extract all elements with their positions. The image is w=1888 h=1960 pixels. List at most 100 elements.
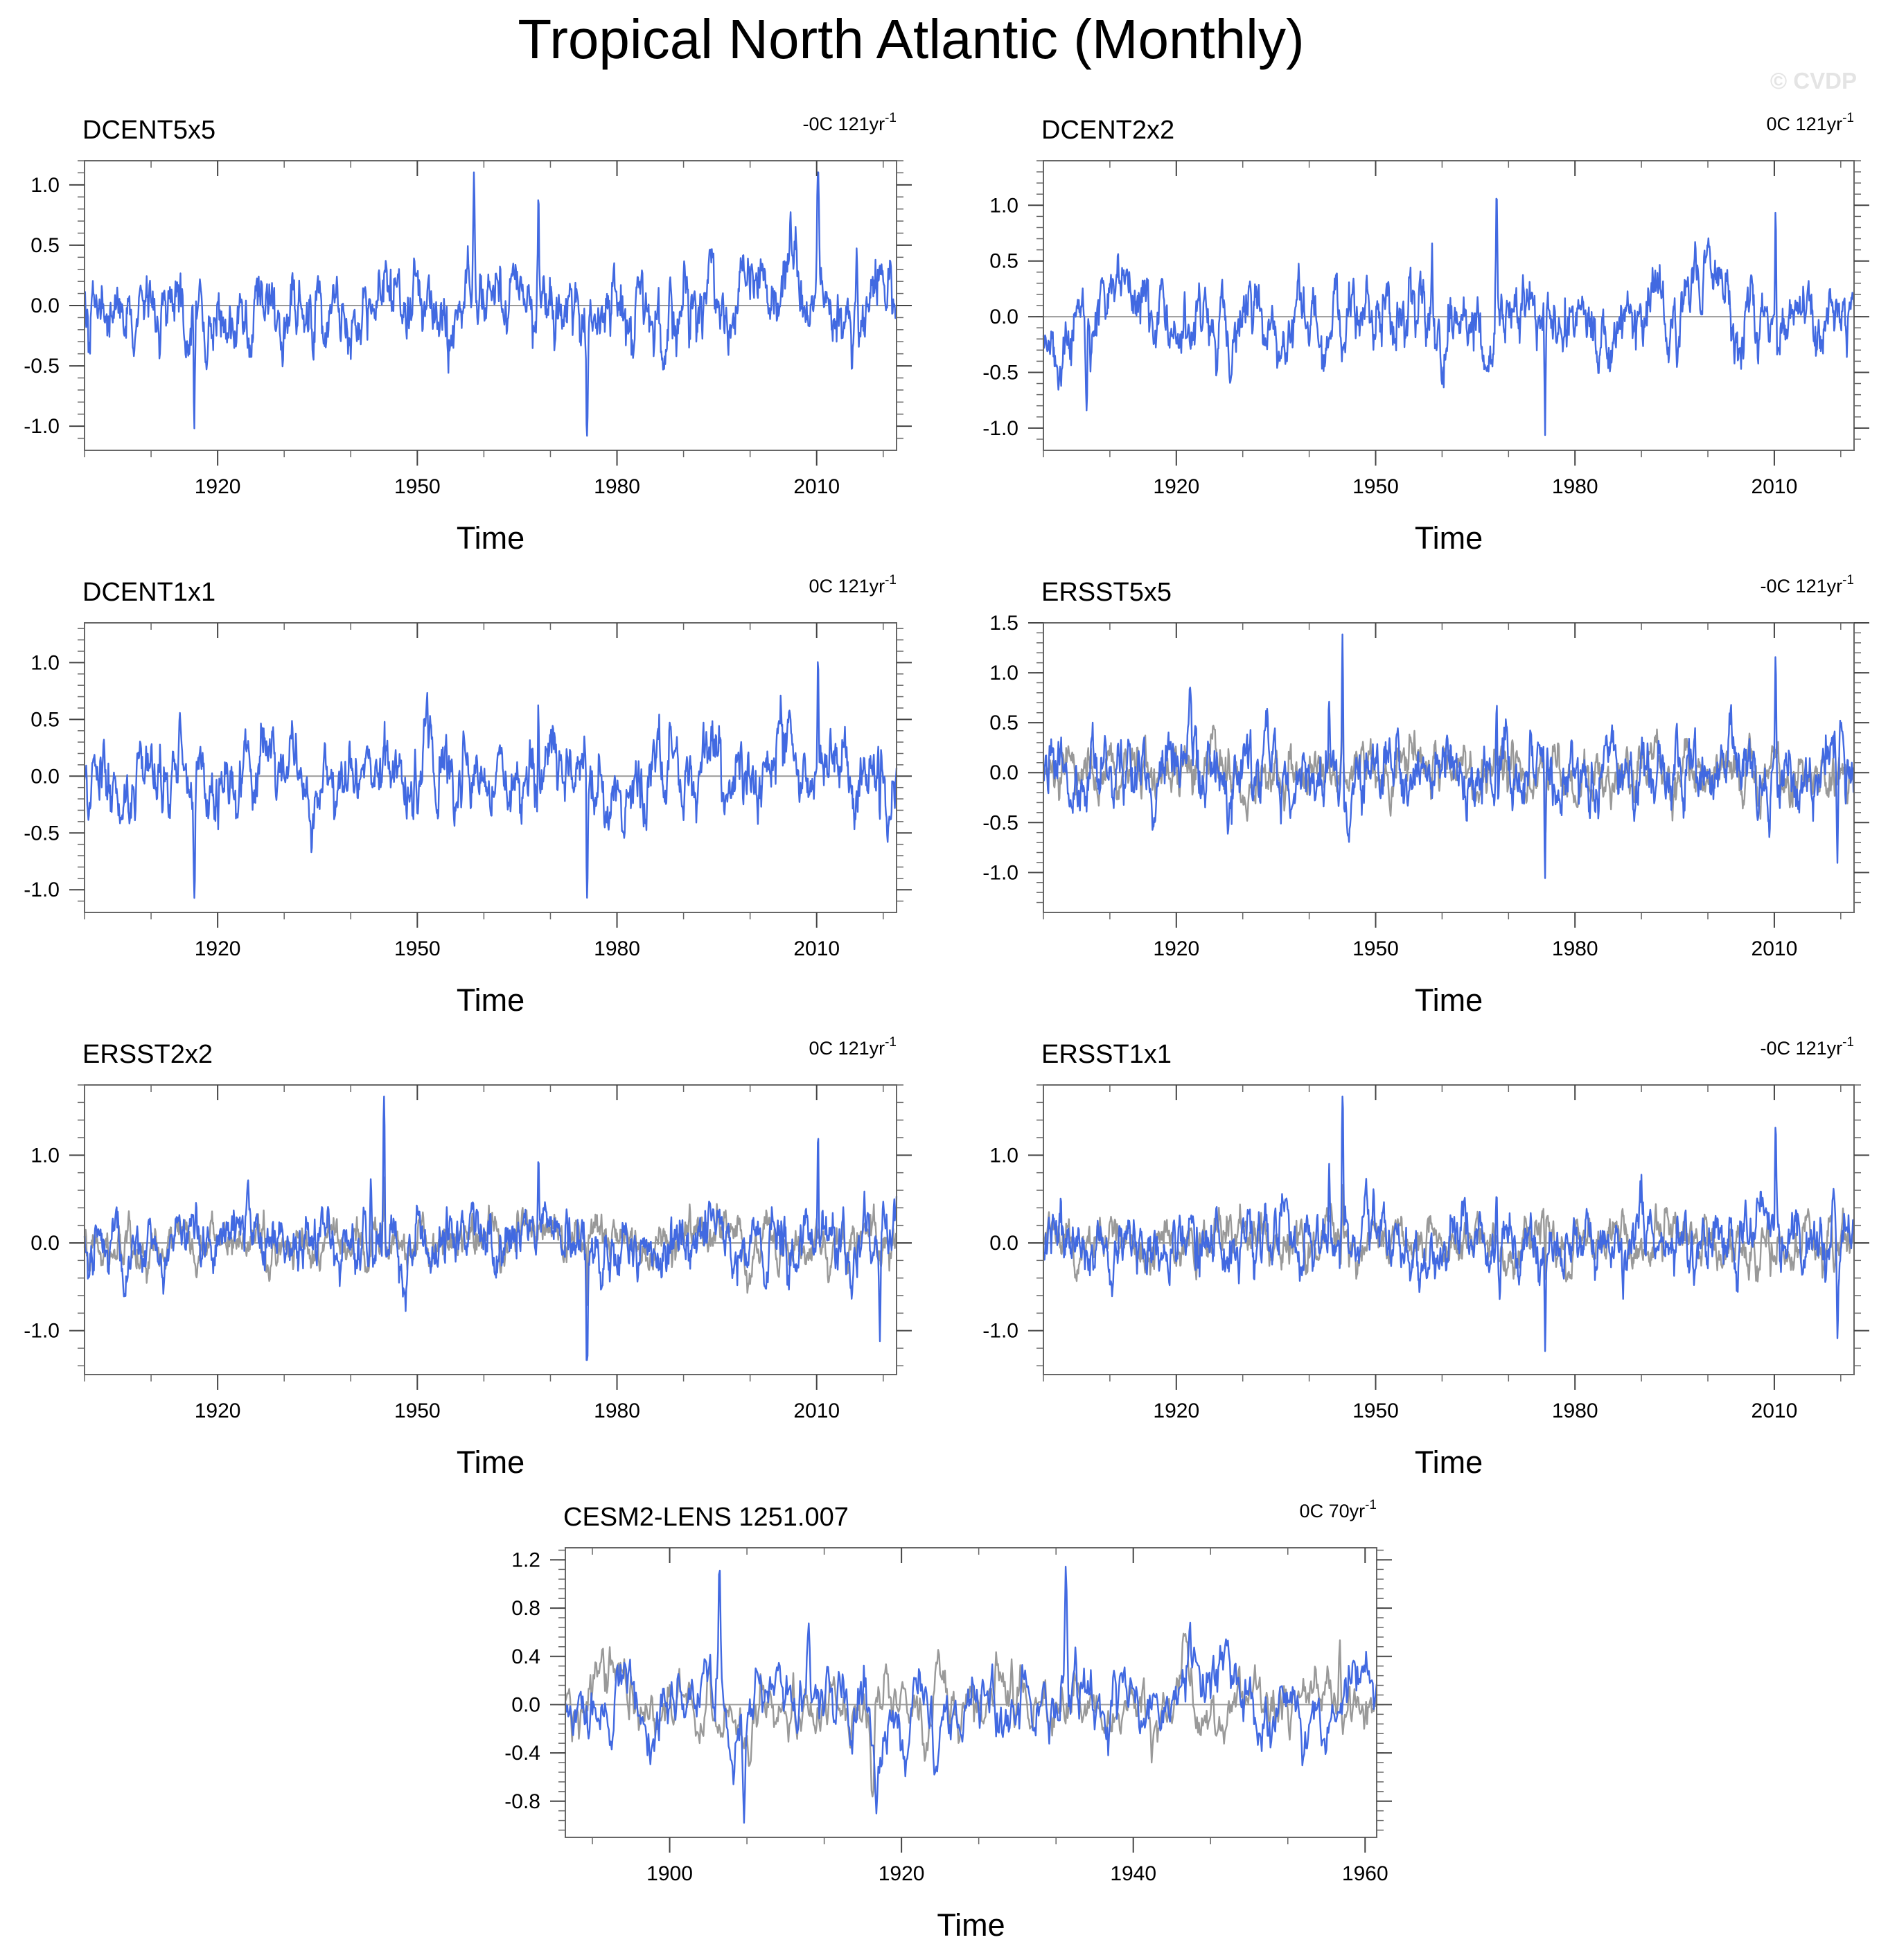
x-tick-label: 1950 [1352,1400,1399,1422]
chart-panel-7: -0.8 -0.4 0.0 0.4 0.8 1.2 1900 1920 1940 1960 Time… [504,1498,1392,1943]
panels: -1.0 -0.5 0.0 0.5 1.0 1920 1950 1980 2010 Time DCE… [24,111,1869,1943]
series-line-1 [564,1632,1378,1798]
trend-label-text: -0C 121yr [1761,576,1843,597]
x-tick-label: 1950 [394,937,441,960]
trend-label-exponent: -1 [1842,573,1854,588]
x-tick-label: 1980 [1552,937,1598,960]
panel-title: ERSST1x1 [1041,1040,1172,1069]
y-tick-label: 0.0 [989,306,1018,328]
y-tick-label: 0.5 [30,234,60,257]
y-tick-label: 0.5 [989,250,1018,273]
plot-frame [565,1547,1377,1838]
y-tick-label: 1.5 [989,612,1018,635]
x-tick-label: 1920 [195,475,241,498]
x-tick-label: 2010 [1752,475,1798,498]
trend-label: -0C 121yr-1 [803,111,897,134]
trend-label-text: -0C 121yr [803,114,885,134]
x-axis-title: Time [937,1907,1005,1943]
x-tick-label: 1950 [1352,475,1399,498]
y-tick-label: 0.0 [989,761,1018,784]
y-tick-label: -0.8 [504,1790,540,1813]
x-tick-label: 1940 [1110,1862,1156,1885]
series-line-2 [1042,1095,1855,1352]
y-tick-label: 1.0 [989,194,1018,217]
x-tick-label: 1980 [594,937,640,960]
x-tick-label: 1960 [1342,1862,1388,1885]
y-tick-label: -0.5 [982,811,1018,834]
trend-label: 0C 70yr-1 [1300,1498,1377,1521]
x-tick-label: 1920 [195,1400,241,1422]
chart-panel-1: -1.0 -0.5 0.0 0.5 1.0 1920 1950 1980 2010 Time DCE… [24,111,912,556]
trend-label-text: -0C 121yr [1761,1038,1843,1059]
y-tick-label: -0.5 [982,361,1018,384]
y-tick-label: 1.0 [989,662,1018,685]
y-tick-label: 1.0 [989,1144,1018,1167]
x-tick-label: 1980 [1552,475,1598,498]
x-tick-label: 1920 [1153,475,1199,498]
x-tick-label: 1920 [1153,937,1199,960]
x-tick-label: 1920 [195,937,241,960]
trend-label-text: 0C 121yr [1767,114,1843,134]
trend-label-exponent: -1 [885,1035,897,1050]
y-tick-label: -1.0 [24,415,60,438]
y-tick-label: 0.5 [989,712,1018,734]
y-tick-label: 0.4 [511,1645,540,1668]
x-tick-label: 1980 [1552,1400,1598,1422]
panel-title: ERSST2x2 [82,1040,213,1069]
series-line-1 [83,661,898,899]
figure-title: Tropical North Atlantic (Monthly) [518,8,1304,70]
y-tick-label: 0.0 [511,1693,540,1716]
x-tick-label: 1900 [646,1862,693,1885]
x-tick-label: 1950 [1352,937,1399,960]
x-tick-label: 1920 [879,1862,925,1885]
y-tick-label: -0.5 [24,355,60,378]
y-tick-label: -1.0 [24,879,60,901]
y-tick-label: -1.0 [982,417,1018,440]
plot-frame [1043,622,1855,913]
y-tick-label: -1.0 [24,1320,60,1343]
watermark: © CVDP [1770,68,1857,94]
trend-label-exponent: -1 [885,111,897,125]
x-axis-title: Time [1415,520,1483,556]
y-tick-label: -0.5 [24,822,60,845]
panel-title: ERSST5x5 [1041,578,1172,607]
trend-label: 0C 121yr-1 [1767,111,1854,134]
series-line-1 [83,171,898,437]
chart-panel-5: -1.0 0.0 1.0 1920 1950 1980 2010 Time ERSST2x2 0C… [24,1035,912,1480]
y-tick-label: 0.0 [30,765,60,788]
x-axis-title: Time [1415,1445,1483,1480]
x-tick-label: 1950 [394,475,441,498]
y-tick-label: 0.0 [30,1232,60,1255]
series-line-2 [564,1565,1378,1824]
y-tick-label: -1.0 [982,861,1018,884]
x-tick-label: 2010 [793,937,840,960]
trend-label-text: 0C 121yr [809,576,885,597]
x-tick-label: 1920 [1153,1400,1199,1422]
y-tick-label: 1.0 [30,651,60,674]
chart-panel-6: -1.0 0.0 1.0 1920 1950 1980 2010 Time ERSST1x1 -0… [982,1035,1869,1480]
panel-title: CESM2-LENS 1251.007 [563,1503,849,1532]
x-tick-label: 1980 [594,1400,640,1422]
chart-panel-3: -1.0 -0.5 0.0 0.5 1.0 1920 1950 1980 2010 Time DCE… [24,573,912,1018]
series-line-2 [83,1095,898,1361]
x-tick-label: 2010 [1752,1400,1798,1422]
y-tick-label: -1.0 [982,1320,1018,1343]
chart-panel-4: -1.0 -0.5 0.0 0.5 1.0 1.5 1920 1950 1980 2010 Time… [982,573,1869,1018]
trend-label: -0C 121yr-1 [1761,573,1854,597]
plot-frame [84,1084,897,1375]
y-tick-label: 1.0 [30,1144,60,1167]
trend-label-text: 0C 121yr [809,1038,885,1059]
chart-panel-2: -1.0 -0.5 0.0 0.5 1.0 1920 1950 1980 2010 Time DCE… [982,111,1869,556]
x-axis-title: Time [457,1445,524,1480]
plot-frame [1043,1084,1855,1375]
x-axis-title: Time [457,982,524,1018]
panel-title: DCENT2x2 [1041,116,1174,145]
trend-label-exponent: -1 [885,573,897,588]
y-tick-label: 0.5 [30,708,60,731]
x-tick-label: 1950 [394,1400,441,1422]
trend-label: 0C 121yr-1 [809,573,897,597]
y-tick-label: 0.0 [989,1232,1018,1255]
x-tick-label: 2010 [793,1400,840,1422]
x-axis-title: Time [1415,982,1483,1018]
